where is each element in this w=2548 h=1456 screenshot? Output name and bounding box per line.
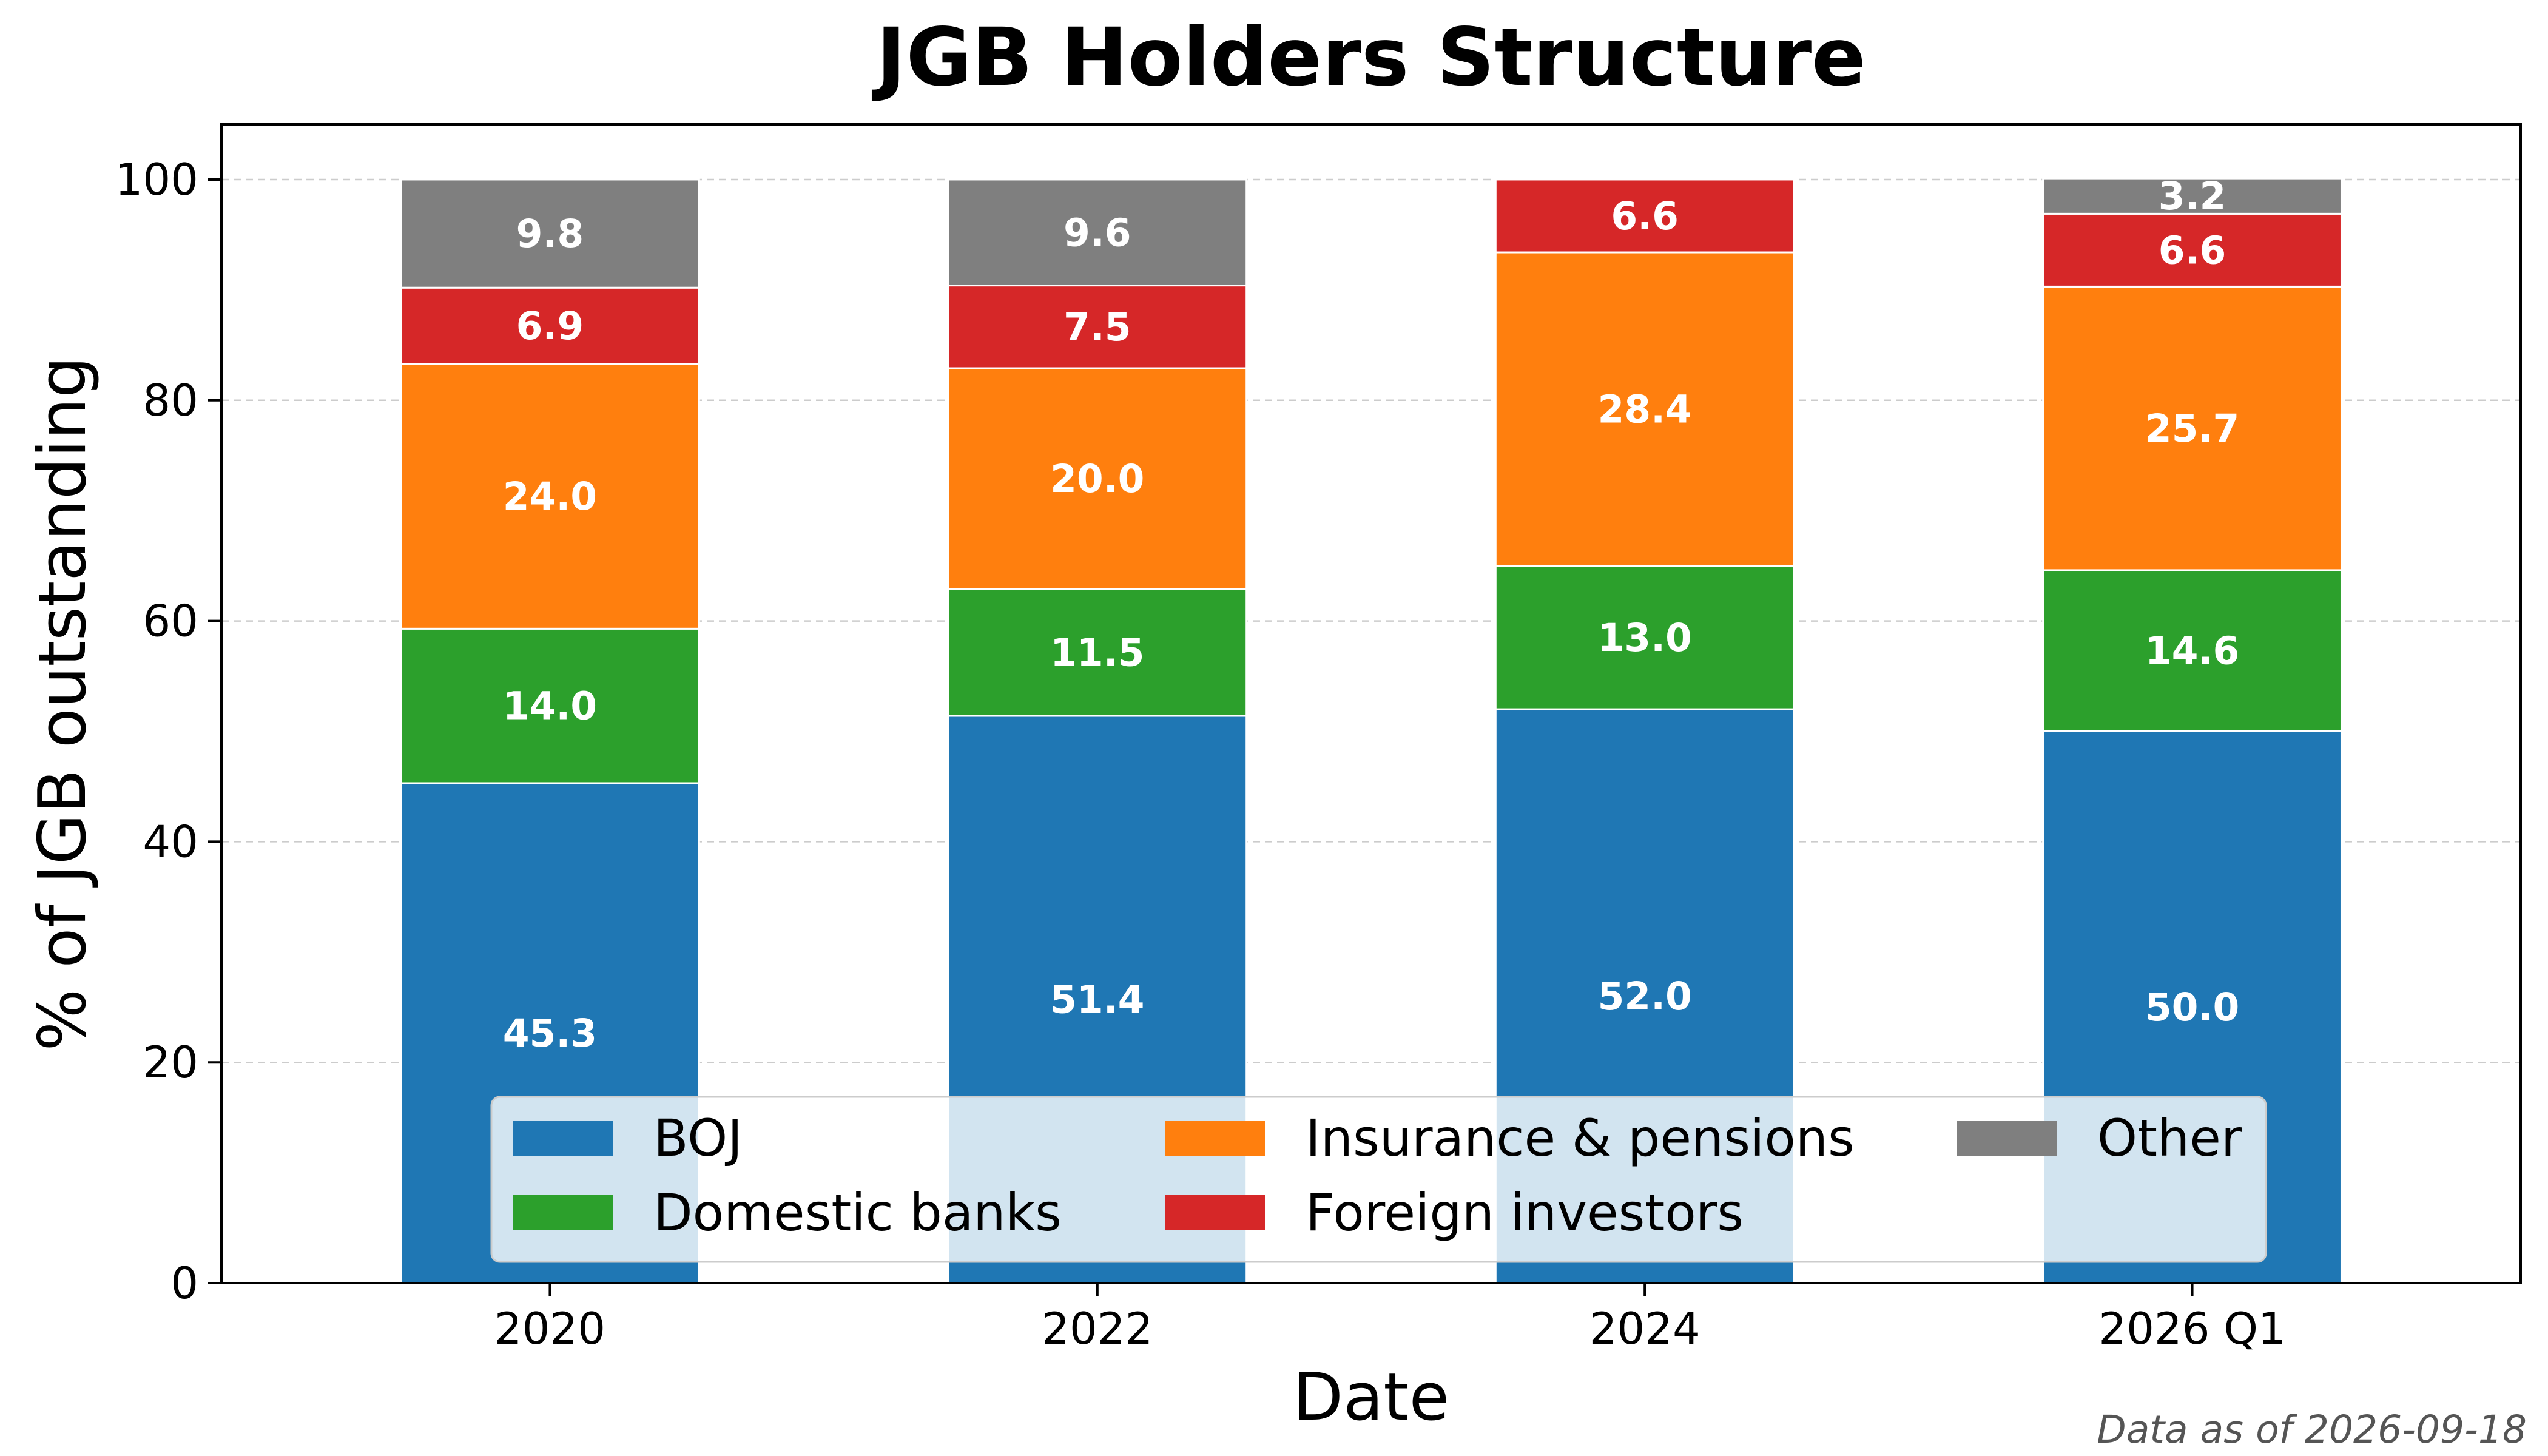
y-tick-label: 0 xyxy=(170,1258,198,1309)
legend-swatch xyxy=(1165,1195,1265,1230)
bar-segment xyxy=(2042,177,2342,215)
data-label: 6.6 xyxy=(1611,194,1679,238)
data-label: 24.0 xyxy=(503,474,597,519)
bar-segment xyxy=(400,178,700,289)
y-tick-label: 100 xyxy=(115,154,198,205)
data-label: 52.0 xyxy=(1597,974,1691,1019)
y-tick-label: 60 xyxy=(143,596,198,647)
data-label: 3.2 xyxy=(2159,174,2226,218)
bar-segment xyxy=(947,367,1248,590)
bar-segment xyxy=(2042,569,2342,732)
data-label: 51.4 xyxy=(1050,978,1144,1022)
bar-segment xyxy=(947,588,1248,717)
legend-swatch xyxy=(513,1195,613,1230)
x-tick-label: 2026 Q1 xyxy=(2098,1303,2286,1354)
data-label: 9.8 xyxy=(516,212,584,256)
bar-segment xyxy=(1494,251,1795,567)
legend-swatch xyxy=(1165,1121,1265,1156)
x-tick-label: 2024 xyxy=(1589,1303,1700,1354)
data-label: 14.0 xyxy=(503,684,597,729)
bar-segment xyxy=(2042,212,2342,288)
data-label: 25.7 xyxy=(2145,406,2239,451)
bar-segment xyxy=(947,178,1248,287)
data-label: 9.6 xyxy=(1063,211,1131,255)
legend-box xyxy=(490,1096,2267,1263)
y-axis-label: % of JGB outstanding xyxy=(25,356,101,1051)
y-tick-label: 40 xyxy=(143,816,198,867)
data-label: 14.6 xyxy=(2145,629,2239,673)
legend-swatch xyxy=(513,1121,613,1156)
legend-label: Foreign investors xyxy=(1306,1183,1744,1242)
data-label: 45.3 xyxy=(503,1011,597,1056)
data-label: 6.6 xyxy=(2159,228,2226,272)
x-tick-label: 2022 xyxy=(1042,1303,1153,1354)
bar-segment xyxy=(2042,285,2342,571)
x-axis-label: Date xyxy=(1293,1360,1449,1435)
data-label: 6.9 xyxy=(516,304,584,348)
x-tick-label: 2020 xyxy=(494,1303,605,1354)
data-label: 11.5 xyxy=(1050,630,1144,675)
legend: BOJ Domestic banks Insurance & pensions For… xyxy=(490,1096,2267,1263)
data-label: 28.4 xyxy=(1597,387,1691,431)
legend-label: BOJ xyxy=(653,1108,743,1168)
y-tick-label: 20 xyxy=(143,1037,198,1088)
bar-segment xyxy=(1494,178,1795,254)
legend-label: Other xyxy=(2097,1108,2242,1168)
x-axis-ticks: 2020 2022 2024 2026 Q1 xyxy=(494,1283,2286,1354)
bar-segment xyxy=(947,285,1248,369)
footnote: Data as of 2026-09-18 xyxy=(2097,1407,2527,1452)
data-label: 7.5 xyxy=(1063,305,1131,349)
plot-frame xyxy=(220,123,2522,1284)
y-tick-label: 80 xyxy=(143,375,198,426)
legend-label: Insurance & pensions xyxy=(1306,1108,1855,1168)
legend-label: Domestic banks xyxy=(653,1183,1062,1242)
segment-labels: 45.3 14.0 24.0 6.9 9.8 51.4 11.5 20.0 7.5 9.6 52.0… xyxy=(503,174,2240,1056)
bar-segment xyxy=(1494,565,1795,710)
data-label: 50.0 xyxy=(2145,985,2239,1030)
y-axis-ticks: 0 20 40 60 80 100 xyxy=(115,154,221,1309)
bar-segment xyxy=(400,363,700,630)
bar-segment xyxy=(400,286,700,365)
legend-swatch xyxy=(1956,1121,2057,1156)
data-label: 20.0 xyxy=(1050,457,1144,501)
data-label: 13.0 xyxy=(1597,616,1691,660)
chart-title: JGB Holders Structure xyxy=(871,11,1866,104)
